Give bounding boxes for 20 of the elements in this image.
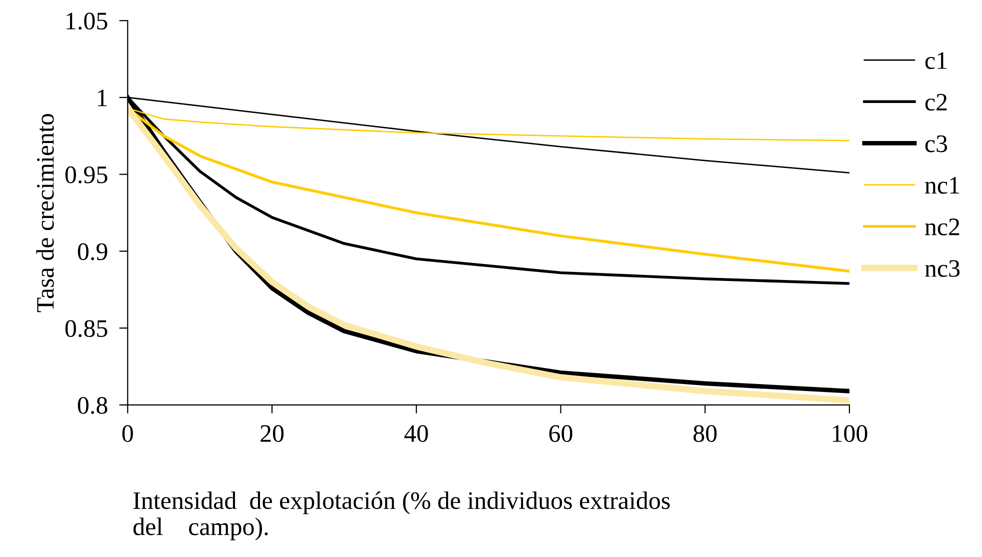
x-tick-label: 20 — [260, 425, 284, 442]
y-axis-title: Tasa de crecimiento — [36, 114, 54, 312]
x-tick-label: 0 — [122, 425, 133, 442]
y-tick-label: 0.95 — [65, 166, 108, 184]
y-tick-label: 1 — [98, 90, 107, 106]
legend-label: nc2 — [925, 218, 960, 236]
x-axis-title: Intensidad de explotación (% de individuos extraidos del campo). — [133, 491, 670, 540]
legend-label: nc1 — [925, 177, 960, 194]
legend-label: nc3 — [925, 260, 960, 277]
legend-label: c3 — [925, 135, 948, 152]
legend-label: c1 — [925, 52, 947, 70]
x-tick-label: 100 — [832, 425, 868, 442]
y-tick-label: 1.05 — [66, 12, 108, 30]
x-tick-label: 80 — [694, 425, 717, 442]
x-tick-label: 60 — [549, 425, 572, 442]
y-tick-label: 0.9 — [78, 243, 108, 260]
y-tick-label: 0.8 — [78, 396, 108, 414]
y-tick-label: 0.85 — [65, 320, 108, 338]
x-tick-label: 40 — [404, 425, 428, 442]
legend-label: c2 — [925, 94, 947, 111]
